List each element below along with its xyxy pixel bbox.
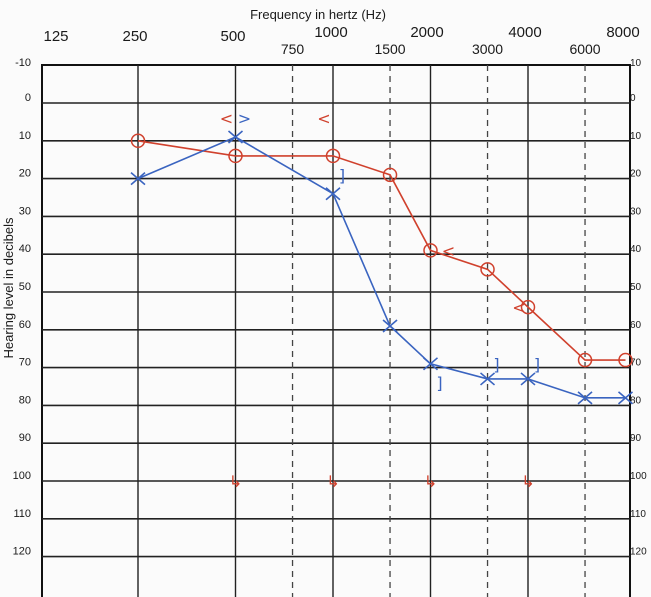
- x-tick-label: 125: [43, 28, 68, 45]
- y-tick-label-right: 50: [630, 282, 642, 293]
- series-line: [137, 136, 626, 399]
- y-tick-label-right: 10: [630, 131, 642, 142]
- data-point-cross: [520, 372, 536, 386]
- x-tick-label-mid: 750: [281, 41, 305, 57]
- x-tick-label-mid: 1500: [374, 41, 405, 57]
- grid: [41, 64, 631, 597]
- series-layer: [130, 130, 634, 405]
- data-point-cross: [422, 357, 439, 371]
- masking-symbol: <: [220, 109, 233, 128]
- data-point-cross: [130, 171, 146, 186]
- data-point-circle: [382, 167, 398, 183]
- y-tick-label-right: 60: [630, 320, 642, 331]
- y-tick-label: 40: [19, 243, 31, 255]
- masking-symbol: <: [442, 241, 455, 260]
- chart-frame: [41, 64, 631, 597]
- data-point-circle: [423, 243, 438, 258]
- y-tick-label-right: 30: [630, 206, 642, 217]
- masking-symbol: <: [512, 298, 525, 317]
- data-point-cross: [382, 319, 398, 333]
- data-point-circle: [480, 262, 495, 277]
- y-tick-label: 20: [19, 168, 31, 180]
- y-tick-label-right: 110: [630, 509, 646, 520]
- y-tick-label-right: 80: [630, 395, 642, 406]
- y-axis-title: Hearing level in decibels: [1, 217, 16, 358]
- y-tick-label: 60: [19, 319, 31, 331]
- masking-symbol: <: [317, 109, 330, 128]
- masking-symbol: ]: [339, 166, 345, 185]
- x-tick-label: 500: [220, 28, 245, 45]
- y-tick-label: -10: [15, 57, 31, 69]
- data-point-circle: [520, 299, 536, 315]
- y-tick-label-right: 40: [630, 244, 642, 255]
- y-tick-label-right: 90: [630, 433, 642, 444]
- y-tick-label: 120: [13, 546, 31, 558]
- data-point-circle: [618, 352, 633, 368]
- data-point-cross: [325, 187, 341, 201]
- y-tick-label-right: 100: [630, 471, 647, 482]
- data-point-cross: [617, 391, 634, 405]
- y-tick-label-right: 120: [630, 547, 647, 558]
- y-tick-label: 110: [13, 508, 31, 520]
- y-tick-labels: -100102030405060708090100110120100102030…: [13, 57, 647, 557]
- x-tick-label: 1000: [314, 24, 347, 41]
- x-tick-label: 8000: [606, 24, 639, 41]
- masking-symbol: ↳: [521, 472, 534, 491]
- data-point-circle: [577, 352, 593, 368]
- data-point-cross: [227, 130, 244, 144]
- y-tick-label: 70: [19, 357, 31, 369]
- masking-symbol: ]: [436, 374, 442, 393]
- x-tick-label: 250: [122, 28, 147, 45]
- y-tick-label-right: 20: [630, 169, 642, 180]
- x-tick-label: 2000: [410, 24, 443, 41]
- data-point-cross: [577, 391, 593, 405]
- y-tick-label-right: 10: [630, 58, 642, 69]
- data-point-circle: [228, 148, 243, 164]
- y-tick-label: 30: [19, 205, 31, 217]
- y-tick-label-right: 0: [630, 93, 636, 104]
- masking-symbol: >: [238, 109, 251, 128]
- y-tick-label: 100: [13, 470, 31, 482]
- y-tick-label: 0: [25, 92, 31, 104]
- data-point-circle: [130, 133, 146, 149]
- x-tick-labels: 125 250 500 1000 2000 4000 8000 750 1500 3000 6000: [43, 24, 639, 57]
- y-tick-label-right: 70: [630, 358, 642, 369]
- masking-symbol: ↳: [424, 472, 437, 491]
- x-axis-title: Frequency in hertz (Hz): [250, 7, 386, 22]
- data-point-cross: [480, 372, 496, 386]
- y-tick-label: 80: [19, 394, 31, 406]
- x-tick-label-mid: 3000: [472, 41, 503, 57]
- y-tick-label: 90: [19, 432, 31, 444]
- x-tick-label-mid: 6000: [569, 41, 600, 57]
- masking-symbol: ]: [493, 355, 499, 374]
- x-tick-label: 4000: [508, 24, 541, 41]
- y-tick-label: 50: [19, 281, 31, 293]
- annotations-layer: < > <] < <]]] ↳ ↳ ↳ ↳: [220, 109, 540, 491]
- y-tick-label: 10: [19, 130, 31, 142]
- series-line: [137, 140, 626, 361]
- masking-symbol: ]: [534, 355, 540, 374]
- masking-symbol: ↳: [326, 472, 339, 491]
- masking-symbol: ↳: [229, 472, 242, 491]
- data-point-circle: [325, 148, 341, 164]
